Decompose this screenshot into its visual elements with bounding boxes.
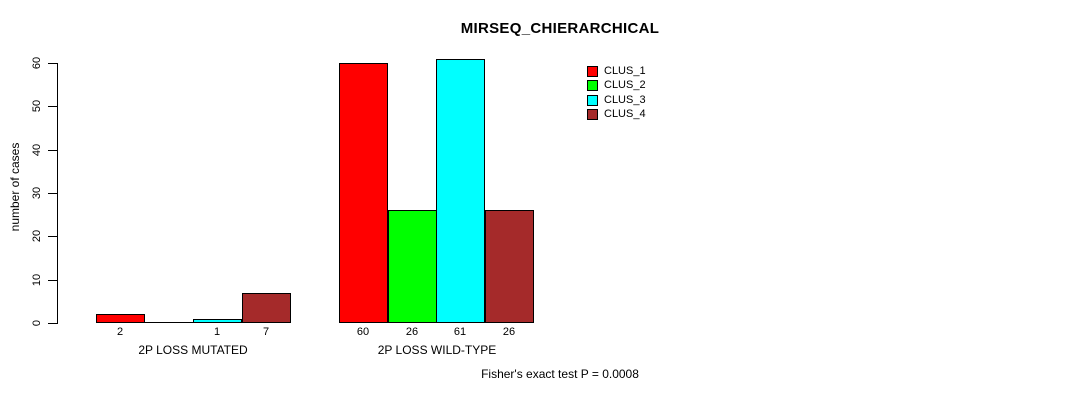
bar-value-label: 60	[356, 326, 370, 338]
y-axis-tick	[48, 106, 58, 107]
y-axis-tick	[48, 323, 58, 324]
bar-clus_1-group1	[339, 63, 388, 323]
y-axis-tick	[48, 236, 58, 237]
fisher-test-annotation: Fisher's exact test P = 0.0008	[481, 367, 639, 381]
legend-label: CLUS_2	[604, 79, 646, 91]
legend-item-clus_3: CLUS_3	[587, 95, 646, 106]
legend-item-clus_2: CLUS_2	[587, 80, 646, 91]
bar-value-label: 61	[453, 326, 467, 338]
y-axis-tick	[48, 150, 58, 151]
bar-value-label: 26	[405, 326, 419, 338]
chart-title: MIRSEQ_CHIERARCHICAL	[460, 20, 660, 37]
bar-clus_1-group0	[96, 314, 145, 323]
y-axis-tick-label: 30	[31, 186, 43, 200]
group-label-wild-type: 2P LOSS WILD-TYPE	[377, 343, 497, 357]
legend-swatch-icon	[587, 109, 598, 120]
bar-value-label: 26	[502, 326, 516, 338]
bar-clus_3-group0	[193, 319, 242, 323]
bar-clus_2-group0	[145, 322, 194, 323]
legend-swatch-icon	[587, 66, 598, 77]
y-axis-tick-label: 60	[31, 56, 43, 70]
bar-clus_4-group1	[485, 210, 534, 323]
bar-value-label: 7	[262, 326, 270, 338]
y-axis-label: number of cases	[8, 142, 22, 232]
bar-value-label: 1	[213, 326, 221, 338]
y-axis-tick-label: 10	[31, 273, 43, 287]
y-axis-tick-label: 50	[31, 99, 43, 113]
legend-label: CLUS_3	[604, 94, 646, 106]
legend-item-clus_1: CLUS_1	[587, 66, 646, 77]
legend-label: CLUS_4	[604, 108, 646, 120]
legend-label: CLUS_1	[604, 65, 646, 77]
group-label-mutated: 2P LOSS MUTATED	[138, 343, 248, 357]
y-axis-tick-label: 20	[31, 229, 43, 243]
legend-swatch-icon	[587, 95, 598, 106]
bar-clus_3-group1	[436, 59, 485, 323]
legend-swatch-icon	[587, 80, 598, 91]
legend-item-clus_4: CLUS_4	[587, 109, 646, 120]
bar-value-label: 2	[116, 326, 124, 338]
y-axis-tick	[48, 280, 58, 281]
bar-clus_2-group1	[388, 210, 437, 323]
y-axis-tick	[48, 63, 58, 64]
y-axis-tick-label: 40	[31, 143, 43, 157]
y-axis-tick-label: 0	[31, 319, 43, 327]
bar-clus_4-group0	[242, 293, 291, 323]
y-axis-tick	[48, 193, 58, 194]
